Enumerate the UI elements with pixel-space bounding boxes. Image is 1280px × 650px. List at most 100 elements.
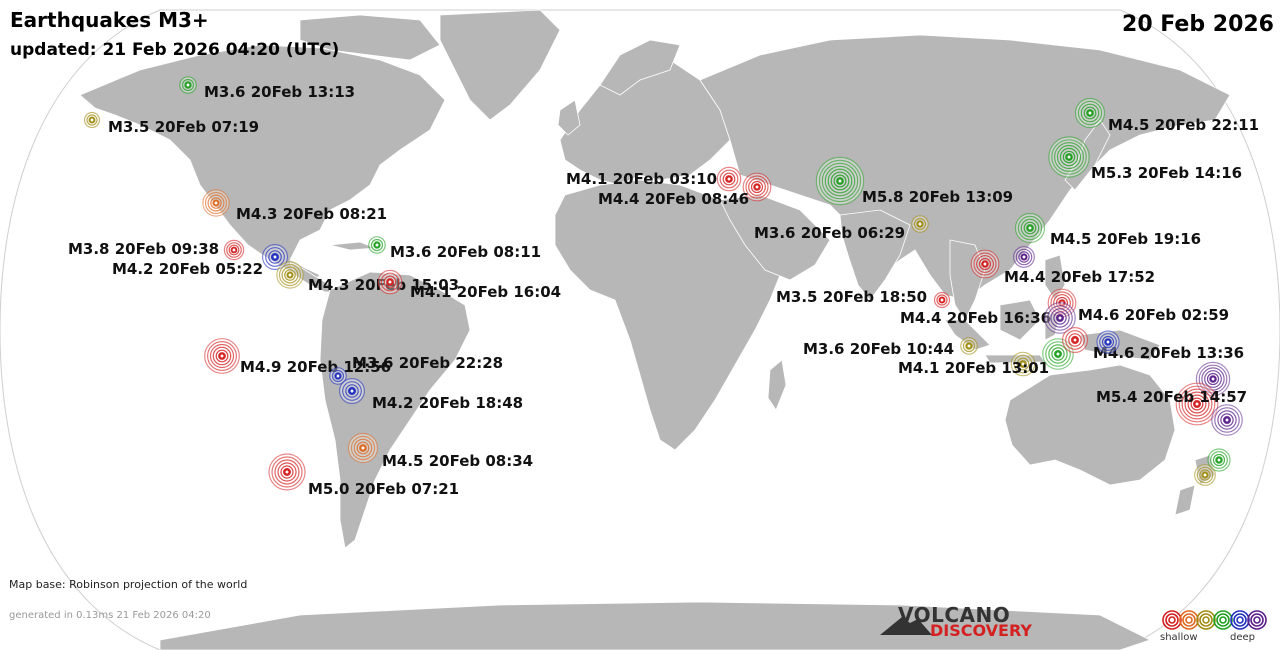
quake-marker[interactable]	[1044, 302, 1076, 334]
quake-ring	[1210, 451, 1228, 469]
quake-ring	[1023, 221, 1037, 235]
land-borneo	[999, 299, 1041, 341]
quake-marker[interactable]	[223, 239, 245, 261]
depth-legend	[1162, 610, 1267, 630]
legend-swatch	[1196, 610, 1216, 630]
quake-ring	[1016, 357, 1030, 371]
quake-marker[interactable]	[347, 432, 379, 464]
quake-ring	[973, 252, 997, 276]
quake-ring	[1051, 139, 1087, 175]
quake-epicenter	[1066, 154, 1072, 160]
quake-ring	[745, 175, 769, 199]
volcano-icon	[880, 617, 932, 635]
land-antarctica	[159, 601, 1152, 650]
land-india	[839, 209, 911, 301]
quake-epicenter	[272, 254, 278, 260]
quake-epicenter	[1020, 361, 1026, 367]
quake-label: M4.5 20Feb 22:11	[1108, 116, 1259, 134]
quake-ring	[1048, 344, 1068, 364]
quake-marker[interactable]	[742, 172, 772, 202]
quake-marker[interactable]	[83, 111, 101, 129]
quake-ring	[1047, 305, 1073, 331]
quake-ring	[1062, 150, 1076, 164]
quake-ring	[1204, 370, 1222, 388]
quake-ring	[1056, 144, 1082, 170]
quake-marker[interactable]	[933, 291, 951, 309]
quake-ring	[978, 257, 992, 271]
quake-marker[interactable]	[1207, 448, 1231, 472]
updated-timestamp: updated: 21 Feb 2026 04:20 (UTC)	[10, 40, 340, 60]
quake-ring	[833, 174, 847, 188]
quake-epicenter	[287, 272, 293, 278]
quake-marker[interactable]	[1013, 246, 1035, 268]
quake-marker[interactable]	[1014, 212, 1046, 244]
quake-marker[interactable]	[329, 367, 347, 385]
quake-ring	[1099, 333, 1117, 351]
quake-ring	[827, 168, 853, 194]
quake-ring	[1206, 372, 1220, 386]
page-title: Earthquakes M3+	[10, 8, 209, 32]
quake-marker[interactable]	[1096, 330, 1120, 354]
quake-ring	[1059, 147, 1079, 167]
quake-marker[interactable]	[1194, 464, 1216, 486]
land-scandinavia	[599, 39, 681, 96]
quake-epicenter	[360, 445, 366, 451]
quake-ring	[181, 78, 195, 92]
quake-marker[interactable]	[377, 269, 403, 295]
quake-ring	[1020, 218, 1040, 238]
land-africa	[554, 179, 781, 451]
land-south-america	[319, 271, 471, 549]
volcano-discovery-logo: VOLCANO DISCOVERY	[880, 603, 1040, 643]
quake-marker[interactable]	[262, 244, 289, 271]
quake-ring	[1013, 354, 1033, 374]
quake-marker[interactable]	[1175, 382, 1219, 426]
quake-epicenter	[726, 176, 732, 182]
quake-ring	[936, 294, 948, 306]
quake-marker[interactable]	[716, 166, 742, 192]
quake-label: M4.5 20Feb 19:16	[1050, 230, 1201, 248]
legend-deep-label: deep	[1230, 632, 1255, 643]
quake-label: M4.3 20Feb 15:03	[308, 276, 459, 294]
quake-marker[interactable]	[970, 249, 1000, 279]
quake-epicenter	[982, 261, 988, 267]
quake-marker[interactable]	[960, 337, 978, 355]
legend-swatch	[1213, 610, 1233, 630]
quake-marker[interactable]	[1048, 136, 1090, 178]
quake-ring	[210, 197, 222, 209]
quake-marker[interactable]	[276, 261, 304, 289]
quake-ring	[1181, 388, 1213, 420]
quake-label: M4.6 20Feb 02:59	[1078, 306, 1229, 324]
legend-swatch	[1247, 610, 1267, 630]
quake-marker[interactable]	[339, 378, 366, 405]
quake-marker[interactable]	[368, 236, 386, 254]
quake-marker[interactable]	[1010, 351, 1036, 377]
quake-ring	[748, 178, 766, 196]
quake-ring	[265, 247, 285, 267]
quake-label: M4.2 20Feb 05:22	[112, 260, 263, 278]
quake-marker[interactable]	[268, 453, 306, 491]
quake-label: M4.6 20Feb 13:36	[1093, 344, 1244, 362]
quake-marker[interactable]	[911, 215, 929, 233]
quake-ring	[1217, 410, 1237, 430]
quake-ring	[1193, 400, 1201, 408]
quake-epicenter	[213, 200, 219, 206]
land-uk	[557, 99, 581, 136]
quake-ring	[1101, 335, 1115, 349]
quake-marker[interactable]	[1042, 338, 1074, 370]
quake-marker[interactable]	[202, 189, 230, 217]
land-greenland	[439, 9, 561, 121]
quake-label: M3.5 20Feb 07:19	[108, 118, 259, 136]
quake-marker[interactable]	[1211, 404, 1243, 436]
quake-ring	[380, 272, 400, 292]
quake-marker[interactable]	[179, 76, 197, 94]
quake-ring	[1051, 347, 1065, 361]
quake-marker[interactable]	[1061, 327, 1088, 354]
quake-epicenter	[1210, 376, 1216, 382]
quake-label: M5.8 20Feb 13:09	[862, 188, 1013, 206]
quake-ring	[356, 441, 370, 455]
quake-marker[interactable]	[204, 338, 240, 374]
quake-marker[interactable]	[815, 156, 865, 206]
quake-epicenter	[1105, 339, 1111, 345]
quake-marker[interactable]	[1074, 97, 1106, 129]
quake-ring	[1080, 103, 1100, 123]
